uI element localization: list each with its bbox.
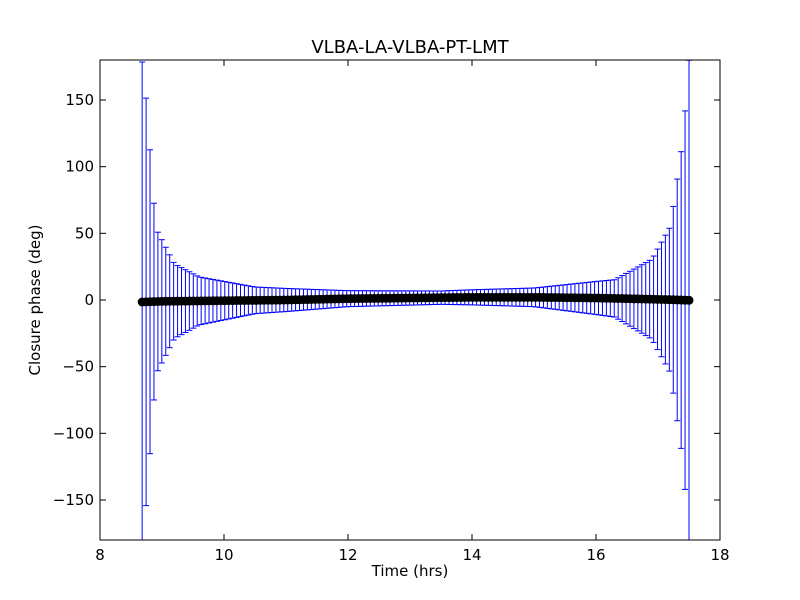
x-tick-label: 10: [214, 546, 233, 564]
y-tick-label: 150: [65, 91, 94, 109]
x-tick-label: 14: [462, 546, 481, 564]
y-tick-label: 100: [65, 158, 94, 176]
x-axis: 8 10 12 14 16 18: [95, 60, 730, 564]
data-point: [684, 295, 694, 305]
plot-content: [137, 60, 694, 540]
y-axis: 150 100 50 0 −50 −100 −150: [53, 91, 720, 509]
y-tick-label: −100: [53, 424, 94, 442]
x-tick-label: 12: [338, 546, 357, 564]
x-tick-label: 8: [95, 546, 105, 564]
chart-title: VLBA-LA-VLBA-PT-LMT: [311, 37, 509, 58]
y-tick-label: −150: [53, 491, 94, 509]
y-tick-label: −50: [62, 358, 94, 376]
y-tick-label: 50: [75, 224, 94, 242]
y-tick-label: 0: [84, 291, 94, 309]
series-0: [137, 60, 694, 540]
y-axis-title: Closure phase (deg): [26, 225, 44, 376]
x-tick-label: 16: [586, 546, 605, 564]
x-tick-label: 18: [710, 546, 729, 564]
x-axis-title: Time (hrs): [371, 562, 449, 580]
